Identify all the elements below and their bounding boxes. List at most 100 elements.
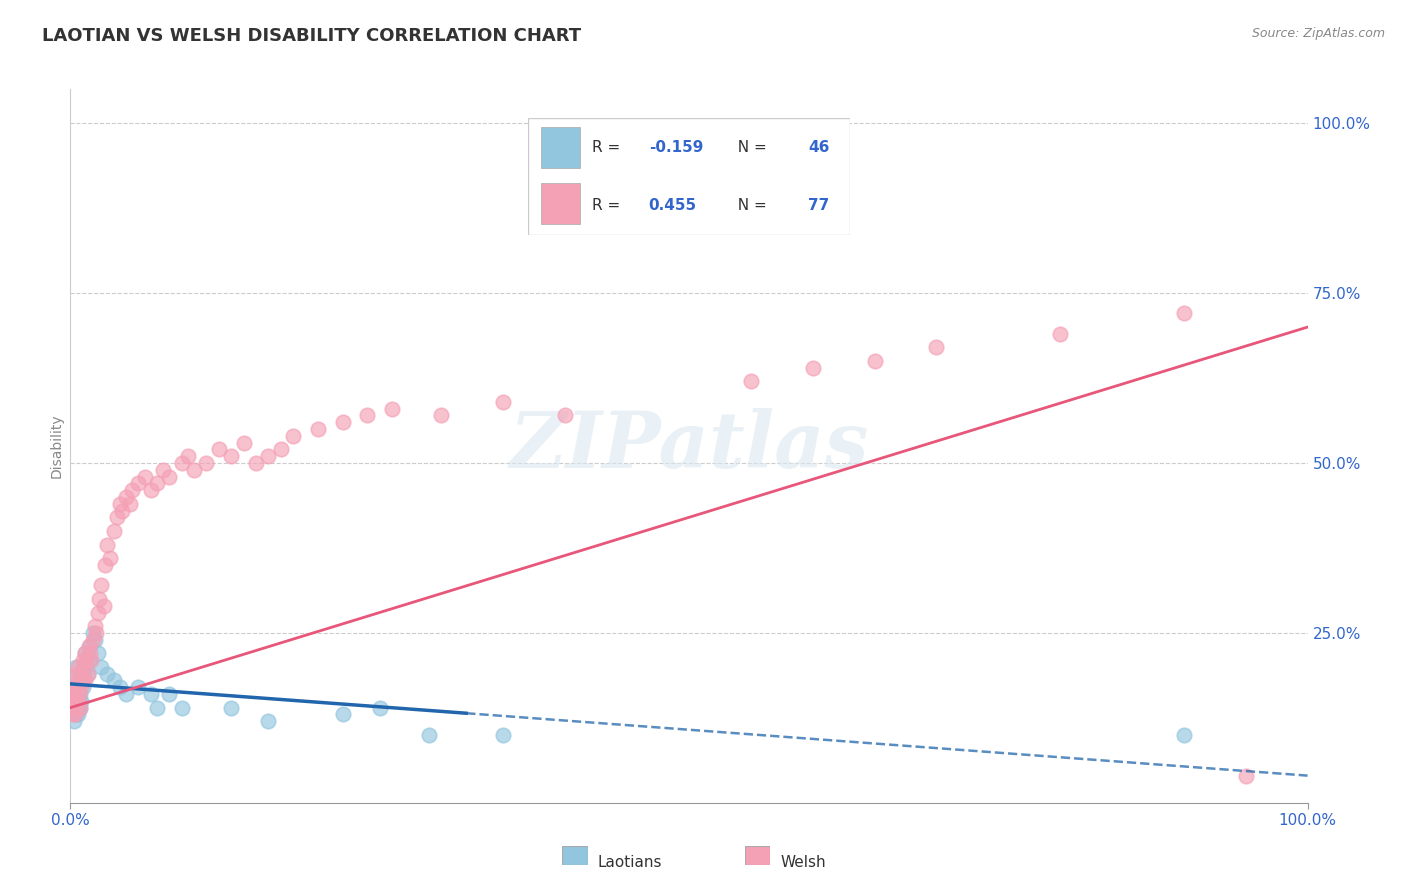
Point	[195, 456, 218, 470]
Point	[139, 687, 162, 701]
Point	[108, 497, 131, 511]
Point	[65, 700, 87, 714]
Point	[93, 599, 115, 613]
Point	[90, 578, 112, 592]
Point	[63, 714, 86, 729]
Point	[72, 666, 94, 681]
Point	[146, 476, 169, 491]
Point	[66, 660, 89, 674]
Point	[67, 694, 90, 708]
Point	[245, 456, 267, 470]
Point	[62, 707, 84, 722]
Point	[72, 680, 94, 694]
Point	[65, 687, 87, 701]
Point	[87, 591, 110, 606]
Point	[332, 415, 354, 429]
Point	[183, 463, 205, 477]
Text: Welsh: Welsh	[780, 855, 825, 870]
Point	[65, 707, 87, 722]
Point	[77, 640, 100, 654]
Point	[127, 476, 149, 491]
Point	[65, 694, 87, 708]
Point	[77, 653, 100, 667]
Point	[381, 401, 404, 416]
Point	[134, 469, 156, 483]
Point	[60, 700, 83, 714]
Point	[62, 694, 84, 708]
Point	[170, 700, 193, 714]
Point	[111, 503, 134, 517]
Text: LAOTIAN VS WELSH DISABILITY CORRELATION CHART: LAOTIAN VS WELSH DISABILITY CORRELATION …	[42, 27, 581, 45]
Point	[801, 360, 824, 375]
FancyBboxPatch shape	[529, 118, 849, 235]
Text: N =: N =	[727, 198, 770, 213]
Point	[63, 680, 86, 694]
Point	[492, 728, 515, 742]
Point	[79, 640, 101, 654]
Point	[103, 673, 125, 688]
Point	[80, 653, 103, 667]
Point	[105, 510, 128, 524]
Point	[208, 442, 231, 457]
Point	[96, 537, 118, 551]
Point	[84, 632, 107, 647]
Point	[65, 666, 87, 681]
Point	[84, 626, 107, 640]
Point	[76, 666, 98, 681]
Point	[127, 680, 149, 694]
Text: R =: R =	[592, 140, 626, 155]
Point	[177, 449, 200, 463]
Point	[121, 483, 143, 498]
Point	[418, 728, 440, 742]
Point	[73, 660, 96, 674]
Point	[94, 558, 117, 572]
Point	[62, 700, 84, 714]
Point	[70, 680, 93, 694]
Point	[90, 660, 112, 674]
Text: 46: 46	[808, 140, 830, 155]
Point	[115, 490, 138, 504]
Text: -0.159: -0.159	[648, 140, 703, 155]
Point	[60, 694, 83, 708]
Point	[86, 646, 108, 660]
Point	[925, 341, 948, 355]
Point	[170, 456, 193, 470]
Point	[63, 700, 86, 714]
Point	[66, 707, 89, 722]
Point	[65, 694, 87, 708]
Point	[75, 646, 97, 660]
Text: 0.455: 0.455	[648, 198, 697, 213]
Point	[63, 687, 86, 701]
Text: 77: 77	[808, 198, 830, 213]
Point	[72, 653, 94, 667]
Point	[69, 700, 91, 714]
Point	[270, 442, 292, 457]
Point	[232, 435, 254, 450]
Point	[63, 680, 86, 694]
Point	[75, 673, 97, 688]
Bar	[541, 183, 579, 224]
Point	[356, 409, 378, 423]
Point	[257, 449, 280, 463]
Point	[79, 646, 101, 660]
Point	[281, 429, 304, 443]
Point	[98, 551, 121, 566]
Point	[863, 354, 886, 368]
Point	[69, 700, 91, 714]
Point	[368, 700, 391, 714]
Point	[67, 687, 90, 701]
Point	[219, 449, 242, 463]
Point	[332, 707, 354, 722]
Point	[86, 606, 108, 620]
Point	[108, 680, 131, 694]
Point	[60, 687, 83, 701]
Point	[430, 409, 453, 423]
Point	[257, 714, 280, 729]
Point	[75, 646, 97, 660]
Point	[1234, 769, 1257, 783]
Point	[82, 632, 104, 647]
Point	[554, 409, 576, 423]
Point	[66, 680, 89, 694]
Point	[67, 700, 90, 714]
Point	[84, 619, 107, 633]
